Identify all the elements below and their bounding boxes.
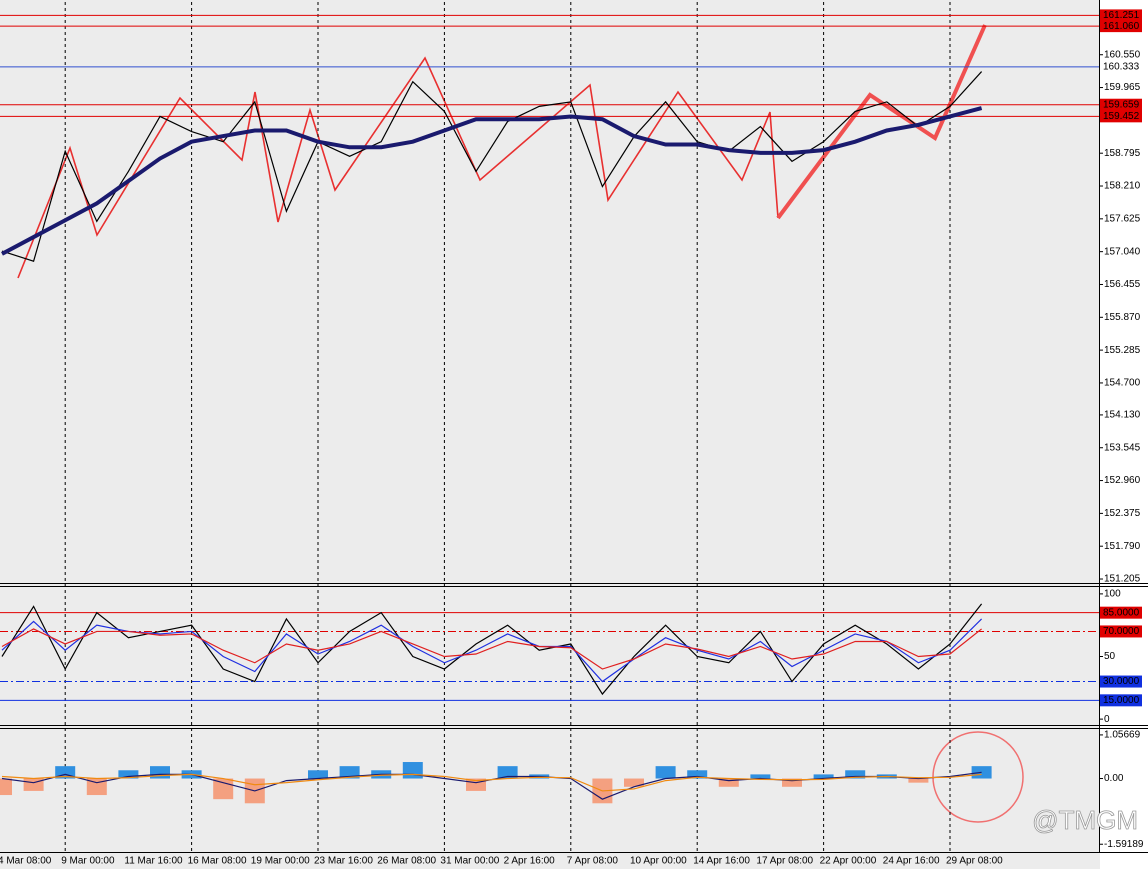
x-tick-label: 19 Mar 00:00 [251,856,310,867]
histogram-bar [86,778,107,796]
histogram-bar [718,778,739,787]
y-tick-label: 151.790 [1104,541,1141,552]
y-tick-label: 154.130 [1104,410,1141,421]
level-label: 30.0000 [1103,676,1140,687]
histogram-bar [813,774,834,779]
level-label-box [1100,110,1142,123]
level-label-box [1100,675,1142,688]
y-tick-label: 0 [1104,714,1110,725]
level-label-box [1100,20,1142,33]
y-tick-label: 155.870 [1104,312,1141,323]
level-label: 159.659 [1103,99,1140,110]
y-tick-label: 100 [1104,589,1121,600]
histogram-bar [845,770,866,779]
level-label-box [1100,98,1142,111]
axis-background [1100,0,1148,869]
x-tick-label: 22 Apr 00:00 [820,856,877,867]
level-label: 161.060 [1103,21,1140,32]
y-tick-label: 157.625 [1104,213,1141,224]
histogram-bar [497,766,518,779]
x-tick-label: 10 Apr 00:00 [630,856,687,867]
histogram-bar [687,770,708,779]
level-label: 15.0000 [1103,695,1140,706]
histogram-bar [750,774,771,779]
level-label-box [1100,60,1142,73]
level-label-box [1100,625,1142,638]
y-tick-label: 154.700 [1104,378,1141,389]
histogram-bar [118,770,139,779]
y-tick-label: 158.210 [1104,181,1141,192]
series-line [1,71,983,262]
x-tick-label: 11 Mar 16:00 [124,856,183,867]
histogram-bar [782,778,802,787]
x-tick-label: 14 Apr 16:00 [693,856,750,867]
y-tick-label: 160.550 [1104,49,1141,60]
histogram-bar [908,778,929,783]
level-label: 70.0000 [1103,626,1140,637]
histogram-bar [655,766,676,779]
histogram-bar [339,766,360,779]
histogram-bar [213,778,234,800]
x-tick-label: 9 Mar 00:00 [61,856,115,867]
level-label-box [1100,694,1142,707]
series-line [1,106,983,256]
level-label: 161.251 [1103,10,1140,21]
x-tick-label: 24 Apr 16:00 [883,856,940,867]
level-label-box [1100,9,1142,22]
y-tick-label: 151.205 [1104,574,1141,585]
y-tick-label: 157.040 [1104,246,1141,257]
level-label: 85.0000 [1103,607,1140,618]
level-label: 160.333 [1103,62,1140,73]
level-label: 159.452 [1103,111,1140,122]
histogram-bar [0,778,12,796]
y-tick-label: -1.59189 [1104,839,1144,850]
series-line [1,773,982,792]
y-tick-label: 159.965 [1104,82,1141,93]
x-tick-label: 26 Mar 08:00 [377,856,436,867]
level-label-box [1100,606,1142,619]
x-tick-label: 17 Apr 08:00 [756,856,813,867]
y-tick-label: 152.960 [1104,475,1141,486]
x-tick-label: 31 Mar 00:00 [440,856,499,867]
y-tick-label: 0.00 [1104,773,1124,784]
y-tick-label: 1.05669 [1104,730,1141,741]
histogram-bar [308,770,328,779]
x-tick-label: 7 Apr 08:00 [567,856,619,867]
x-tick-label: 16 Mar 08:00 [188,856,247,867]
series-line [1,603,983,696]
watermark: @TMGM [1032,805,1138,835]
x-tick-label: 23 Mar 16:00 [314,856,373,867]
y-tick-label: 158.795 [1104,148,1141,159]
series-line [1,628,982,670]
y-tick-label: 152.375 [1104,508,1141,519]
y-tick-label: 50 [1104,651,1116,662]
y-tick-label: 153.545 [1104,442,1141,453]
x-tick-label: 2 Apr 16:00 [504,856,556,867]
x-tick-label: 4 Mar 08:00 [0,856,52,867]
series-line [1,618,983,683]
plot-background [0,0,1100,869]
y-tick-label: 156.455 [1104,279,1141,290]
histogram-bar [402,762,423,779]
histogram-bar [624,778,644,787]
y-tick-label: 155.285 [1104,345,1141,356]
x-tick-label: 29 Apr 08:00 [946,856,1003,867]
